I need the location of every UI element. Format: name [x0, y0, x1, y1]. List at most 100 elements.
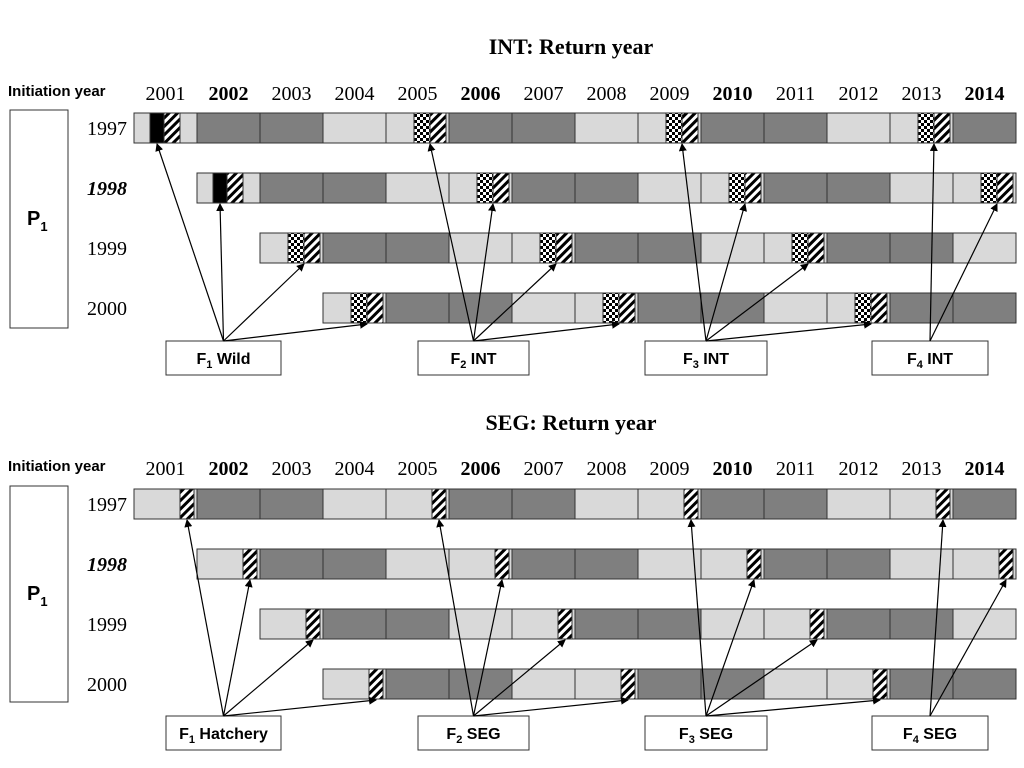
lineage-arrow — [472, 579, 505, 717]
year-header: 2003 — [272, 458, 312, 480]
lineage-arrow — [929, 519, 947, 717]
year-cell — [385, 232, 450, 264]
lineage-arrow — [705, 579, 756, 717]
year-cell — [700, 668, 765, 700]
return-marker-hatched — [242, 548, 258, 580]
return-marker-checkered — [854, 292, 872, 324]
year-cell — [700, 488, 765, 520]
year-cell — [826, 112, 891, 144]
year-cell — [637, 608, 702, 640]
return-marker-hatched — [872, 668, 888, 700]
year-header: 2014 — [965, 458, 1005, 480]
year-cell — [385, 668, 450, 700]
year-header: 2008 — [587, 83, 627, 105]
initiation-year-row-label: 1998 — [87, 178, 127, 200]
return-marker-hatched — [555, 232, 573, 264]
return-marker-hatched — [683, 488, 699, 520]
year-header: 2011 — [776, 458, 815, 480]
year-cell — [889, 292, 954, 324]
year-cell — [574, 172, 639, 204]
year-cell — [322, 548, 387, 580]
return-marker-hatched — [996, 172, 1014, 204]
lineage-arrow — [705, 639, 818, 717]
year-cell — [763, 668, 828, 700]
return-marker-hatched — [494, 548, 510, 580]
lineage-arrow — [705, 320, 872, 342]
year-header: 2012 — [839, 83, 879, 105]
year-cell — [259, 488, 324, 520]
year-cell — [889, 548, 954, 580]
year-cell — [637, 292, 702, 324]
year-cell — [637, 172, 702, 204]
year-header: 2004 — [335, 458, 375, 480]
year-cell — [700, 608, 765, 640]
year-cell — [889, 232, 954, 264]
initiation-year-row-label: 1997 — [87, 118, 127, 140]
year-header: 2007 — [524, 458, 564, 480]
year-cell — [448, 608, 513, 640]
year-cell — [259, 112, 324, 144]
year-cell — [448, 292, 513, 324]
lineage-arrow — [705, 696, 881, 717]
initiation-year-label: Initiation year — [8, 458, 106, 475]
lineage-arrow — [223, 263, 305, 342]
year-cell — [889, 608, 954, 640]
year-cell — [889, 668, 954, 700]
return-marker-hatched — [618, 292, 636, 324]
year-header: 2004 — [335, 83, 375, 105]
return-marker-hatched — [366, 292, 384, 324]
return-marker-checkered — [917, 112, 935, 144]
year-header: 2013 — [902, 458, 942, 480]
generation-label: F1 Wild — [197, 351, 251, 371]
initiation-year-row-label: 1998 — [87, 554, 127, 576]
lineage-arrow — [473, 696, 629, 717]
year-cell — [322, 172, 387, 204]
year-cell — [259, 172, 324, 204]
year-cell — [511, 172, 576, 204]
year-cell — [448, 232, 513, 264]
return-marker-hatched — [998, 548, 1014, 580]
lineage-arrow — [472, 203, 496, 342]
return-marker-hatched — [429, 112, 447, 144]
panel-title: SEG: Return year — [485, 410, 656, 435]
year-cell — [952, 292, 1017, 324]
lineage-arrow — [705, 263, 809, 342]
lineage-arrow — [436, 519, 475, 717]
year-cell — [952, 668, 1017, 700]
return-marker-checkered — [476, 172, 494, 204]
lineage-arrow — [184, 519, 225, 717]
year-cell — [574, 608, 639, 640]
year-cell — [196, 488, 261, 520]
return-marker-hatched — [305, 608, 321, 640]
year-cell — [574, 112, 639, 144]
year-cell — [889, 172, 954, 204]
year-cell — [385, 608, 450, 640]
year-cell — [637, 232, 702, 264]
panel-seg: SEG: Return year Initiation year 2001 2002 2… — [8, 410, 1017, 751]
year-cell — [763, 172, 828, 204]
panel-int: INT: Return year Initiation year 2001 2002 2… — [8, 34, 1017, 376]
initiation-year-label: Initiation year — [8, 83, 106, 100]
year-cell — [826, 172, 891, 204]
lineage-arrow — [473, 639, 566, 717]
year-header: 2008 — [587, 458, 627, 480]
return-marker-solid — [212, 172, 228, 204]
generation-label: F2 SEG — [446, 726, 500, 746]
generation-label: F1 Hatchery — [179, 726, 268, 746]
year-cell — [952, 608, 1017, 640]
year-cell — [322, 232, 387, 264]
return-marker-hatched — [870, 292, 888, 324]
year-cell — [322, 608, 387, 640]
parent-group-label: P1 — [27, 208, 48, 234]
year-header: 2010 — [713, 83, 753, 105]
lineage-arrow — [929, 203, 998, 342]
year-cell — [385, 292, 450, 324]
year-header: 2001 — [146, 458, 186, 480]
year-cell — [448, 488, 513, 520]
return-marker-hatched — [492, 172, 510, 204]
generation-box — [417, 715, 530, 751]
generation-label: F3 SEG — [679, 726, 733, 746]
return-marker-hatched — [681, 112, 699, 144]
panel-title: INT: Return year — [489, 34, 654, 59]
return-marker-checkered — [539, 232, 557, 264]
